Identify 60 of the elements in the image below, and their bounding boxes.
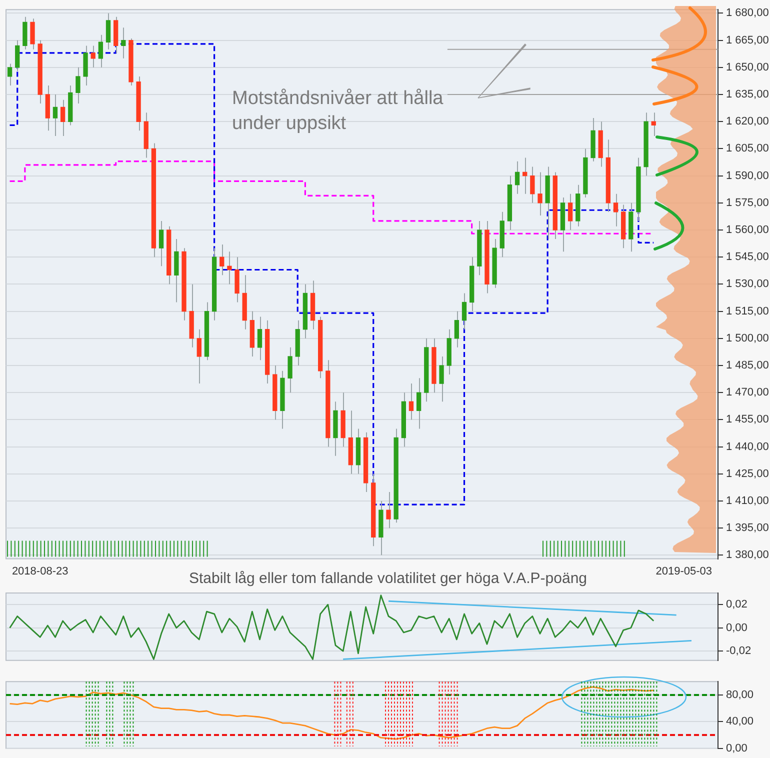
candlestick bbox=[227, 251, 232, 285]
candlestick bbox=[52, 94, 58, 137]
y-tick-label: 1 635,00 bbox=[726, 88, 769, 101]
y-tick-label: 1 470,00 bbox=[726, 386, 769, 399]
candlestick bbox=[15, 40, 20, 72]
y-tick-label: 1 425,00 bbox=[726, 468, 769, 480]
y-tick-label: 1 665,00 bbox=[726, 34, 769, 46]
y-tick-label: 1 380,00 bbox=[726, 549, 769, 562]
candlestick bbox=[106, 12, 111, 50]
y-tick-label: 0,00 bbox=[726, 742, 748, 754]
candlestick bbox=[651, 112, 656, 137]
y-tick-label: 80,00 bbox=[726, 688, 754, 701]
y-tick-label: 1 680,00 bbox=[726, 7, 769, 20]
candlestick bbox=[90, 45, 96, 68]
y-tick-label: 1 620,00 bbox=[726, 116, 769, 128]
y-tick-label: 1 485,00 bbox=[726, 360, 769, 372]
chart-title: Stabilt låg eller tom fallande volatilitet ger höga V.A.P-poäng bbox=[188, 570, 588, 588]
candlestick bbox=[7, 63, 12, 86]
y-tick-label: 1 575,00 bbox=[726, 196, 769, 209]
candlestick bbox=[538, 172, 542, 216]
candlestick bbox=[568, 193, 573, 231]
candlestick bbox=[522, 157, 528, 194]
y-tick-label: 1 500,00 bbox=[726, 332, 769, 344]
candlestick bbox=[220, 244, 224, 276]
y-tick-label: -0,02 bbox=[726, 645, 752, 658]
candlestick bbox=[462, 292, 467, 330]
candlestick bbox=[121, 27, 126, 59]
y-tick-label: 0,02 bbox=[726, 598, 748, 611]
y-tick-label: 1 515,00 bbox=[726, 305, 769, 318]
x-tick-label: 2019-05-03 bbox=[656, 565, 712, 578]
y-tick-label: 1 410,00 bbox=[726, 495, 769, 508]
candlestick bbox=[288, 346, 292, 394]
candlestick bbox=[454, 310, 460, 348]
x-tick-label: 2018-08-23 bbox=[12, 565, 68, 578]
candlestick bbox=[30, 18, 35, 50]
y-tick-label: 40,00 bbox=[726, 716, 754, 728]
candlestick bbox=[439, 356, 444, 402]
annotation: Motståndsnivåer att hålla under uppsikt bbox=[232, 87, 444, 136]
y-tick-label: 1 545,00 bbox=[726, 251, 769, 264]
candlestick bbox=[76, 66, 80, 104]
candlestick bbox=[408, 383, 414, 420]
candlestick bbox=[613, 193, 618, 227]
candlestick bbox=[158, 220, 164, 267]
candlestick bbox=[530, 166, 535, 204]
candlestick bbox=[98, 34, 104, 68]
candlestick bbox=[416, 378, 422, 430]
y-tick-label: 0,00 bbox=[726, 622, 748, 634]
y-tick-label: 1 560,00 bbox=[726, 224, 769, 236]
y-tick-label: 1 395,00 bbox=[726, 522, 769, 534]
y-tick-label: 1 455,00 bbox=[726, 414, 769, 426]
y-tick-label: 1 530,00 bbox=[726, 278, 769, 290]
y-tick-label: 1 650,00 bbox=[726, 61, 769, 74]
candlestick bbox=[386, 491, 391, 529]
candlestick bbox=[514, 160, 520, 194]
y-tick-label: 1 440,00 bbox=[726, 440, 769, 453]
candlestick bbox=[60, 99, 66, 137]
candlestick bbox=[257, 316, 262, 361]
y-tick-label: 1 590,00 bbox=[726, 170, 769, 182]
y-tick-label: 1 605,00 bbox=[726, 142, 769, 155]
candlestick bbox=[196, 328, 202, 384]
